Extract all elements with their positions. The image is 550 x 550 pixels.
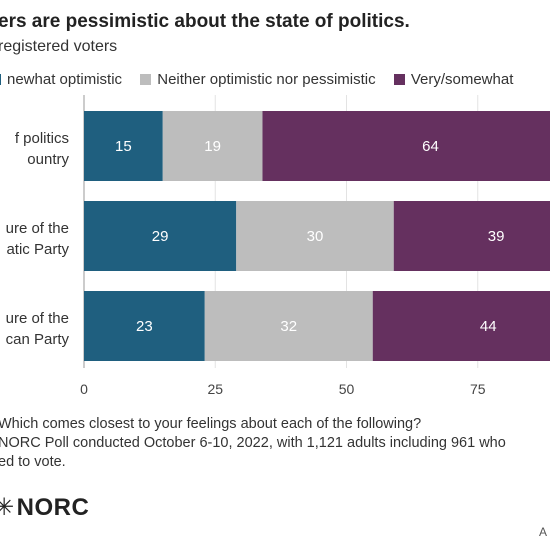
legend-item-optimistic: newhat optimistic [0,71,122,88]
bar-segment-1-2 [393,201,550,271]
bar-segment-0-0 [84,111,163,181]
legend-label-pessimistic: Very/somewhat [410,71,514,88]
category-label-0-1: ountry [27,151,69,168]
legend: newhat optimistic Neither optimistic nor… [0,71,527,89]
bar-segment-0-2 [262,111,550,181]
data-label-2-0: 23 [136,318,153,335]
category-label-2-1: can Party [6,331,70,348]
legend-swatch-optimistic [0,74,1,85]
bar-segment-1-1 [236,201,394,271]
x-tick-label-75: 75 [470,381,486,397]
legend-swatch-pessimistic [393,74,405,85]
category-label-1-1: atic Party [6,241,69,258]
bar-segment-2-0 [84,291,205,361]
legend-label-neither: Neither optimistic nor pessimistic [157,71,376,88]
footer-source-line-1: NORC Poll conducted October 6-10, 2022, … [0,435,506,451]
footer-question: Which comes closest to your feelings abo… [0,416,422,432]
bar-segment-2-2 [372,291,550,361]
logo-text: NORC [16,493,90,521]
legend-item-neither: Neither optimistic nor pessimistic [140,71,376,88]
data-label-2-1: 32 [280,318,297,335]
bar-segment-0-1 [162,111,263,181]
bar-segment-2-1 [204,291,373,361]
x-tick-label-50: 50 [339,381,355,397]
footer-source-line-2: ed to vote. [0,454,66,470]
category-label-1-0: ure of the [6,220,69,237]
data-label-1-0: 29 [152,228,169,245]
data-label-0-2: 64 [422,138,439,155]
star-burst-icon: ✳ [0,494,15,521]
bar-segment-1-0 [84,201,237,271]
legend-swatch-neither [140,74,152,85]
x-tick-label-0: 0 [80,381,88,397]
data-label-1-1: 30 [307,228,324,245]
category-label-2-0: ure of the [6,310,69,327]
x-tick-label-25: 25 [207,381,223,397]
footer-notes: Which comes closest to your feelings abo… [0,415,550,472]
category-label-0-0: f politics [15,130,69,147]
stacked-bar-chart: 0 25 50 75 f politics ountry ure of the atic Pa… [6,95,550,397]
legend-item-pessimistic: Very/somewhat [393,71,514,88]
corner-label: A [539,525,548,539]
data-label-0-0: 15 [115,138,132,155]
chart-subtitle: registered voters [0,38,118,55]
data-label-2-2: 44 [480,318,497,335]
norc-logo: ✳ NORC [0,493,89,522]
data-label-0-1: 19 [204,138,221,155]
chart-title: ers are pessimistic about the state of p… [0,11,410,32]
data-label-1-2: 39 [488,228,505,245]
legend-label-optimistic: newhat optimistic [7,71,123,88]
